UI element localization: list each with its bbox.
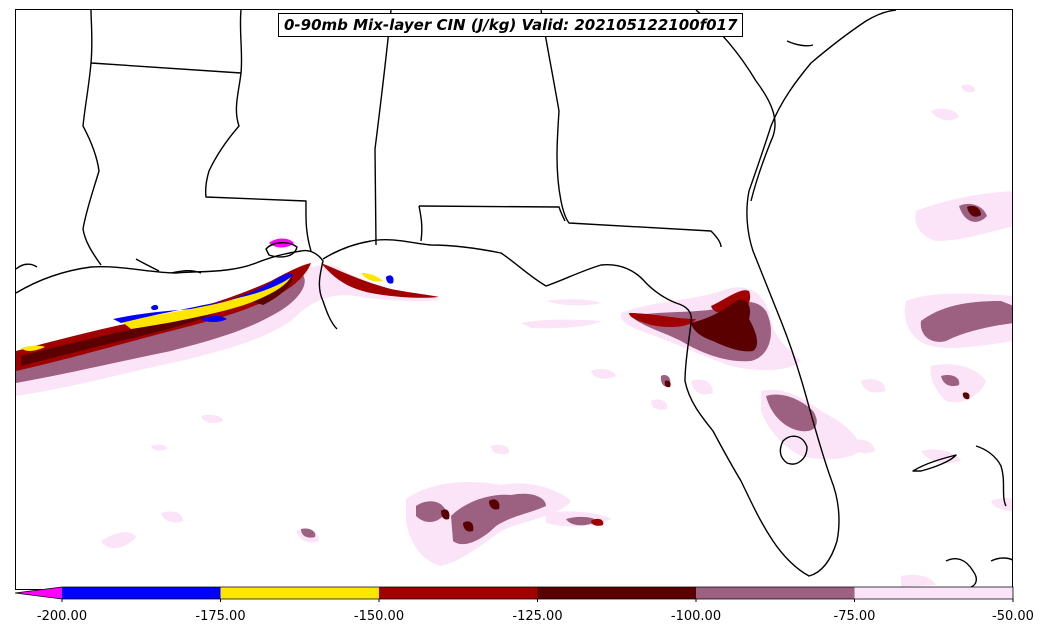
state-border xyxy=(540,10,722,248)
colorbar xyxy=(15,586,1014,602)
coast-detail xyxy=(786,40,814,47)
cin-shading-red xyxy=(16,263,751,526)
colorbar-bin-2 xyxy=(379,587,538,599)
map-title: 0-90mb Mix-layer CIN (J/kg) Valid: 20210… xyxy=(278,13,744,37)
colorbar-bin-5 xyxy=(854,587,1013,599)
colorbar-tick-label: -100.00 xyxy=(670,609,722,624)
map-panel xyxy=(15,9,1013,590)
state-border xyxy=(418,205,566,222)
colorbar-bin-3 xyxy=(537,587,696,599)
state-border xyxy=(418,205,423,242)
lake-outline xyxy=(779,435,808,465)
colorbar-tick-label: -150.00 xyxy=(353,609,405,624)
state-border xyxy=(374,10,392,246)
colorbar-outline xyxy=(15,586,1014,600)
cin-shading-yellow xyxy=(21,273,383,351)
colorbar-tick-label: -175.00 xyxy=(195,609,246,624)
cin-shading-darkred xyxy=(21,205,981,532)
state-border xyxy=(239,10,243,74)
colorbar-bin-1 xyxy=(220,587,379,599)
gulf-coastline xyxy=(16,10,897,577)
island-outline xyxy=(990,557,1012,562)
island-outline xyxy=(975,445,1007,507)
island-outline xyxy=(945,558,978,588)
island-outline xyxy=(912,454,957,472)
state-border xyxy=(695,10,776,202)
coastlines-and-borders xyxy=(16,10,1012,588)
lake-outline xyxy=(265,242,298,258)
map-canvas xyxy=(16,10,1012,588)
colorbar-under-arrow xyxy=(15,587,62,599)
coast-detail xyxy=(16,258,202,274)
colorbar-bin-0 xyxy=(62,587,221,599)
colorbar-tick-label: -200.00 xyxy=(36,609,88,624)
colorbar-tick-label: -50.00 xyxy=(992,609,1034,624)
colorbar-tick-label: -75.00 xyxy=(833,609,876,624)
colorbar-bin-4 xyxy=(696,587,855,599)
state-border xyxy=(90,10,312,252)
state-border xyxy=(82,62,102,266)
colorbar-tick-label: -125.00 xyxy=(512,609,563,624)
cin-shading-blue xyxy=(113,273,394,323)
